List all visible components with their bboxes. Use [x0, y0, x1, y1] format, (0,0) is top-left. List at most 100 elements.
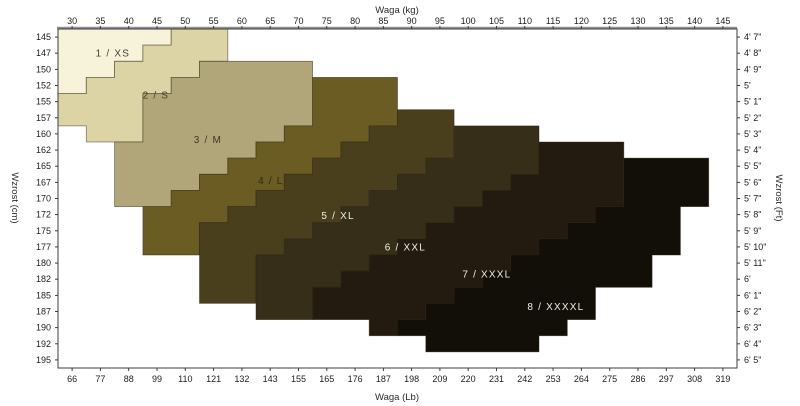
bottom-tick-label: 319 [715, 374, 730, 384]
bottom-tick-label: 187 [376, 374, 391, 384]
bottom-tick-label: 77 [95, 374, 105, 384]
right-tick-label: 4' 9" [744, 64, 761, 74]
size-band-labels: 1 / XS 2 / S 3 / M 4 / L 5 / XL 6 / XXL 7 / XX… [96, 49, 583, 313]
bottom-tick-label: 143 [263, 374, 278, 384]
top-tick-label: 130 [630, 16, 645, 26]
bottom-tick-label: 308 [687, 374, 702, 384]
top-tick-label: 90 [407, 16, 417, 26]
top-tick-label: 55 [209, 16, 219, 26]
left-tick-label: 175 [36, 226, 51, 236]
left-tick-label: 145 [36, 32, 51, 42]
top-tick-label: 50 [180, 16, 190, 26]
bottom-tick-label: 286 [630, 374, 645, 384]
left-tick-label: 167 [36, 177, 51, 187]
left-tick-label: 165 [36, 161, 51, 171]
right-axis-title: Wzrost (Ft) [773, 175, 784, 222]
left-tick-label: 187 [36, 307, 51, 317]
right-tick-label: 6' 5" [744, 355, 761, 365]
top-tick-label: 135 [659, 16, 674, 26]
left-tick-label: 150 [36, 64, 51, 74]
left-tick-label: 185 [36, 290, 51, 300]
size-bands [57, 28, 710, 353]
band-label-xs: 1 / XS [96, 49, 130, 60]
band-label-xxxl: 7 / XXXL [462, 270, 511, 281]
right-tick-label: 5' 10" [744, 242, 766, 252]
bottom-tick-label: 132 [234, 374, 249, 384]
right-tick-label: 5' 4" [744, 145, 761, 155]
top-tick-label: 115 [546, 16, 560, 26]
top-tick-label: 140 [687, 16, 702, 26]
bottom-tick-label: 220 [461, 374, 476, 384]
right-tick-label: 5' 1" [744, 97, 761, 107]
top-tick-label: 120 [574, 16, 589, 26]
bottom-tick-label: 275 [602, 374, 617, 384]
left-tick-label: 180 [36, 258, 51, 268]
left-tick-label: 170 [36, 194, 51, 204]
top-tick-label: 65 [265, 16, 275, 26]
top-tick-label: 45 [152, 16, 162, 26]
bottom-tick-label: 155 [291, 374, 306, 384]
bottom-tick-label: 99 [152, 374, 162, 384]
top-tick-label: 30 [67, 16, 77, 26]
left-tick-label: 182 [36, 274, 51, 284]
band-label-m: 3 / M [194, 135, 222, 146]
right-tick-label: 5' [744, 81, 751, 91]
band-label-xxl: 6 / XXL [385, 242, 426, 253]
left-axis-title: Wzrost (cm) [9, 172, 20, 223]
right-tick-label: 6' 4" [744, 339, 761, 349]
bottom-tick-label: 176 [348, 374, 363, 384]
bottom-tick-label: 297 [659, 374, 674, 384]
left-tick-label: 192 [36, 339, 51, 349]
right-tick-label: 5' 2" [744, 113, 761, 123]
top-tick-label: 60 [237, 16, 247, 26]
left-tick-label: 162 [36, 145, 51, 155]
right-tick-label: 6' 2" [744, 307, 761, 317]
right-tick-label: 4' 7" [744, 32, 761, 42]
top-tick-label: 100 [461, 16, 476, 26]
top-tick-label: 80 [350, 16, 360, 26]
left-tick-label: 195 [36, 355, 51, 365]
top-tick-label: 70 [293, 16, 303, 26]
right-tick-label: 5' 6" [744, 177, 761, 187]
axis-tick-labels: 30 66 35 77 40 88 45 99 50 110 55 121 60 132 65 143 70 15… [36, 16, 766, 384]
left-tick-label: 157 [36, 113, 51, 123]
bottom-tick-label: 242 [517, 374, 532, 384]
right-tick-label: 5' 11" [744, 258, 766, 268]
right-tick-label: 6' 3" [744, 323, 761, 333]
bottom-tick-label: 165 [319, 374, 334, 384]
band-label-s: 2 / S [143, 91, 170, 102]
right-tick-label: 5' 7" [744, 194, 761, 204]
left-tick-label: 190 [36, 323, 51, 333]
right-tick-label: 5' 3" [744, 129, 761, 139]
top-tick-label: 105 [489, 16, 504, 26]
right-tick-label: 5' 5" [744, 161, 761, 171]
right-tick-label: 6' 1" [744, 290, 761, 300]
top-tick-label: 145 [715, 16, 730, 26]
left-tick-label: 172 [36, 210, 51, 220]
bottom-axis-title: Waga (Lb) [375, 392, 419, 403]
left-tick-label: 147 [36, 48, 51, 58]
left-tick-label: 152 [36, 81, 51, 91]
top-tick-label: 35 [95, 16, 105, 26]
top-tick-label: 110 [518, 16, 532, 26]
top-tick-label: 95 [435, 16, 445, 26]
left-tick-label: 160 [36, 129, 51, 139]
top-tick-label: 125 [602, 16, 617, 26]
right-tick-label: 5' 9" [744, 226, 761, 236]
bottom-tick-label: 198 [404, 374, 419, 384]
bottom-tick-label: 121 [206, 374, 221, 384]
top-tick-label: 40 [124, 16, 134, 26]
left-tick-label: 177 [36, 242, 51, 252]
band-label-l: 4 / L [258, 176, 283, 187]
left-tick-label: 155 [36, 97, 51, 107]
bottom-tick-label: 66 [67, 374, 77, 384]
right-tick-label: 4' 8" [744, 48, 761, 58]
band-label-xl: 5 / XL [321, 211, 354, 222]
bottom-tick-label: 110 [178, 374, 192, 384]
bottom-tick-label: 253 [546, 374, 561, 384]
bottom-tick-label: 209 [432, 374, 447, 384]
top-tick-label: 85 [378, 16, 388, 26]
bottom-tick-label: 88 [124, 374, 134, 384]
